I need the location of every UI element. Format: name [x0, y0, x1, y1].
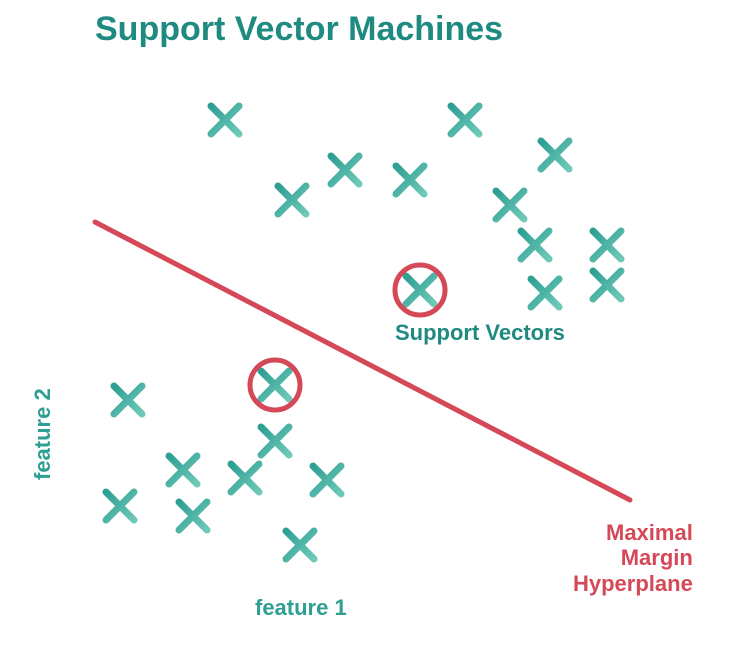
data-point: [179, 502, 207, 530]
data-point: [451, 106, 479, 134]
x-axis-label: feature 1: [255, 595, 347, 621]
y-axis-label: feature 2: [30, 388, 56, 480]
data-point: [313, 466, 341, 494]
data-point: [521, 231, 549, 259]
data-point: [261, 427, 289, 455]
data-point: [406, 276, 434, 304]
data-point: [531, 279, 559, 307]
data-point: [331, 156, 359, 184]
data-point: [261, 371, 289, 399]
data-point: [541, 141, 569, 169]
svm-diagram: Support Vector Machines feature 2 featur…: [0, 0, 731, 650]
data-point: [169, 456, 197, 484]
data-point: [231, 464, 259, 492]
hyperplane-label: Maximal Margin Hyperplane: [573, 520, 693, 596]
data-point: [106, 492, 134, 520]
data-point: [593, 271, 621, 299]
data-point: [114, 386, 142, 414]
data-point: [211, 106, 239, 134]
data-point: [286, 531, 314, 559]
data-point: [278, 186, 306, 214]
data-point: [396, 166, 424, 194]
data-point: [496, 191, 524, 219]
support-vectors-label: Support Vectors: [395, 320, 565, 346]
data-point: [593, 231, 621, 259]
